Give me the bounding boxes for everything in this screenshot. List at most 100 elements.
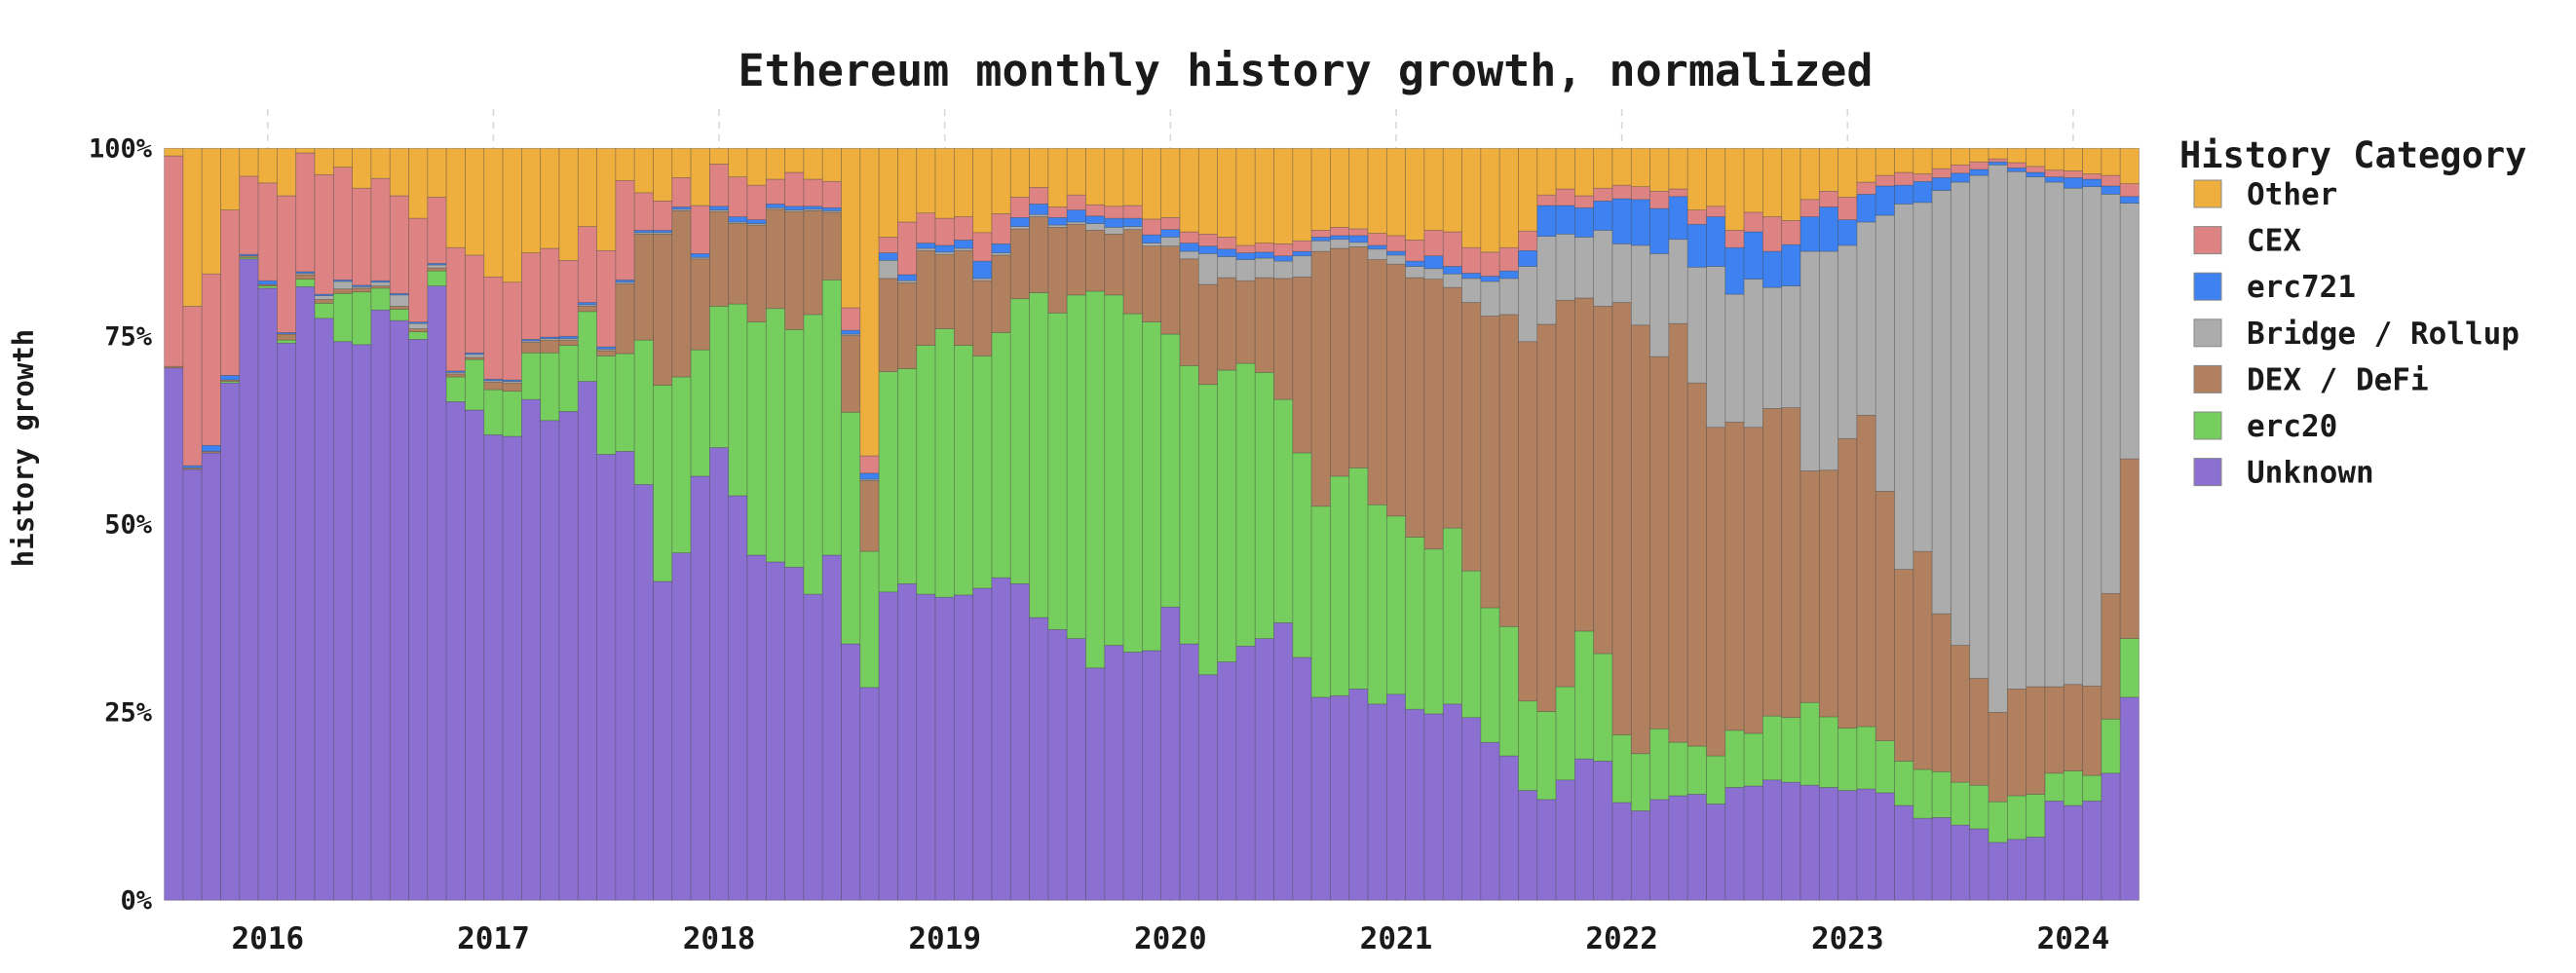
bar-segment-unknown	[690, 475, 710, 901]
y-axis-tick-label: 50%	[104, 509, 153, 540]
bar-segment-unknown	[1254, 638, 1274, 901]
y-axis-tick-label: 75%	[104, 321, 153, 352]
bar-segment-erc20	[2119, 638, 2140, 698]
bar-segment-cex	[1217, 237, 1237, 250]
x-axis-tick-label: 2023	[1811, 921, 1884, 956]
bar-segment-other	[1799, 147, 1820, 201]
bar-segment-bridge-rollup	[314, 295, 334, 300]
bar-segment-other	[332, 147, 353, 168]
bar-segment-cex	[2007, 162, 2027, 168]
bar-segment-bridge-rollup	[389, 294, 409, 307]
bar-segment-erc20	[314, 302, 334, 319]
bar-segment-dex-defi	[1142, 245, 1162, 322]
bar-segment-cex	[1724, 230, 1745, 248]
bar-segment-unknown	[465, 409, 485, 901]
bar-segment-erc20	[1273, 398, 1294, 623]
bar-segment-erc721	[1706, 216, 1726, 267]
bar-segment-bridge-rollup	[1160, 237, 1181, 247]
bar-segment-bridge-rollup	[2101, 194, 2121, 594]
bar-segment-other	[972, 147, 993, 234]
bar-segment-dex-defi	[653, 233, 673, 386]
bar-segment-erc721	[841, 329, 861, 335]
bar-segment-other	[1593, 147, 1613, 189]
bar-segment-other	[709, 147, 730, 165]
bar-segment-erc721	[1367, 244, 1387, 250]
bar-segment-erc20	[2007, 795, 2027, 841]
bar-segment-dex-defi	[596, 350, 617, 356]
bar-segment-erc20	[427, 270, 447, 286]
bar-segment-erc20	[352, 291, 372, 346]
bar-segment-erc20	[954, 345, 974, 596]
legend-label: CEX	[2247, 224, 2301, 259]
bar-segment-erc721	[1668, 196, 1688, 241]
bar-segment-other	[1649, 147, 1670, 192]
bar-segment-other	[1781, 147, 1801, 221]
bar-segment-dex-defi	[671, 210, 692, 378]
bar-segment-other	[859, 147, 880, 457]
bar-segment-bridge-rollup	[1423, 268, 1444, 280]
bar-segment-other	[239, 147, 259, 177]
bar-segment-unknown	[1781, 781, 1801, 901]
bar-segment-unknown	[1273, 622, 1294, 901]
bar-segment-bridge-rollup	[1875, 214, 1895, 492]
bar-segment-unknown	[2082, 801, 2102, 901]
bar-segment-erc20	[1574, 630, 1595, 760]
bar-segment-erc721	[2119, 196, 2140, 205]
bar-segment-erc721	[1875, 185, 1895, 216]
bar-segment-dex-defi	[1593, 306, 1613, 655]
bar-segment-bridge-rollup	[1818, 250, 1838, 471]
bar-segment-dex-defi	[577, 306, 597, 313]
bar-segment-other	[295, 147, 316, 154]
bar-segment-erc721	[220, 375, 241, 381]
bar-segment-cex	[1009, 197, 1030, 218]
bar-segment-dex-defi	[427, 267, 447, 272]
bar-segment-other	[277, 147, 297, 197]
bar-segment-erc20	[615, 353, 635, 452]
bar-segment-cex	[1142, 218, 1162, 236]
bar-segment-unknown	[1292, 656, 1312, 901]
bar-segment-bridge-rollup	[1856, 221, 1876, 416]
bar-segment-dex-defi	[1235, 280, 1256, 364]
bar-segment-other	[1310, 147, 1331, 231]
bar-segment-bridge-rollup	[1649, 253, 1670, 357]
bar-segment-other	[1611, 147, 1632, 186]
bar-segment-erc721	[1009, 216, 1030, 227]
bar-segment-bridge-rollup	[2007, 170, 2027, 690]
bar-segment-other	[841, 147, 861, 309]
bar-segment-unknown	[859, 687, 880, 901]
bar-segment-other	[1498, 147, 1519, 248]
bar-segment-other	[389, 147, 409, 197]
bar-segment-unknown	[182, 468, 203, 901]
bar-segment-cex	[954, 216, 974, 241]
bar-segment-bridge-rollup	[2063, 187, 2083, 686]
bar-segment-bridge-rollup	[1518, 266, 1538, 343]
bar-segment-bridge-rollup	[465, 354, 485, 358]
bar-segment-other	[878, 147, 898, 238]
bar-segment-unknown	[332, 341, 353, 901]
bar-segment-dex-defi	[352, 287, 372, 293]
bar-segment-cex	[1799, 199, 1820, 217]
bar-segment-cex	[596, 249, 617, 348]
bar-segment-dex-defi	[803, 210, 823, 316]
legend-label: Bridge / Rollup	[2247, 317, 2519, 352]
bar-segment-other	[370, 147, 391, 179]
bar-segment-other	[1706, 147, 1726, 207]
bar-segment-unknown	[765, 561, 785, 901]
bar-segment-dex-defi	[1104, 233, 1124, 296]
bar-segment-erc721	[1423, 255, 1444, 270]
bar-segment-cex	[1197, 233, 1218, 247]
bar-segment-erc721	[1555, 205, 1575, 235]
bar-segment-erc20	[1856, 726, 1876, 790]
bar-segment-other	[1480, 147, 1500, 253]
legend-swatch-bridge-rollup	[2193, 318, 2222, 348]
bar-segment-erc20	[1555, 686, 1575, 781]
bar-segment-dex-defi	[615, 282, 635, 355]
bar-segment-erc20	[1630, 753, 1650, 811]
bar-segment-dex-defi	[1423, 279, 1444, 550]
bar-segment-bridge-rollup	[1085, 223, 1106, 231]
bar-segment-cex	[1574, 195, 1595, 208]
bar-segment-cex	[916, 212, 936, 243]
bar-segment-cex	[728, 176, 748, 217]
bar-segment-other	[1951, 147, 1971, 166]
bar-segment-dex-defi	[1799, 470, 1820, 703]
